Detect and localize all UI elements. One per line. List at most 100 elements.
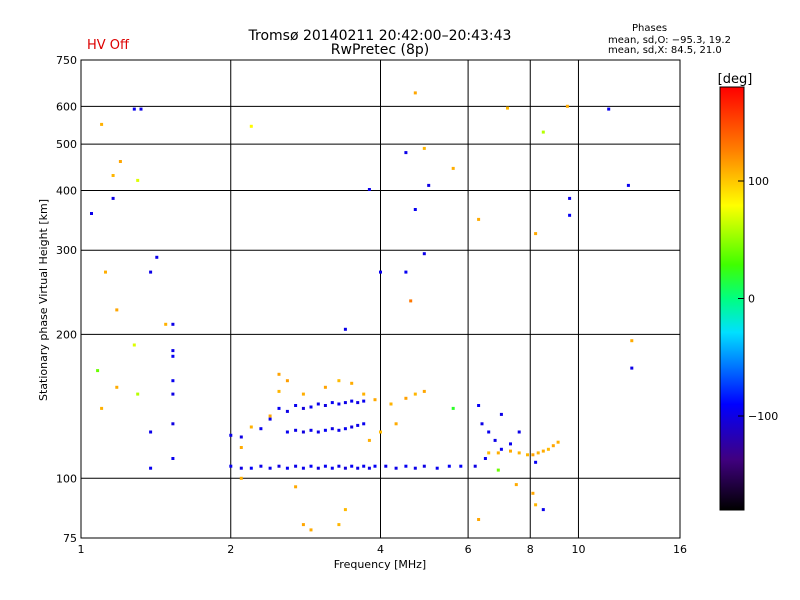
data-point (422, 464, 426, 468)
data-point (409, 299, 413, 303)
data-point (384, 464, 388, 468)
data-point (379, 430, 382, 434)
data-point (536, 451, 540, 455)
data-point (90, 212, 93, 215)
data-point (413, 91, 417, 95)
data-point (309, 428, 313, 432)
data-point (404, 151, 408, 155)
data-point (367, 466, 371, 470)
data-point (389, 402, 393, 406)
data-point (100, 122, 104, 126)
data-point (330, 466, 334, 470)
data-point (362, 464, 366, 468)
x-tick-label: 4 (377, 543, 384, 556)
data-point (473, 464, 477, 468)
data-point (506, 106, 509, 110)
data-point (499, 447, 503, 451)
colorbar: [deg] 100 0 −100 (718, 72, 778, 511)
data-point (301, 392, 305, 396)
data-point (149, 466, 153, 470)
data-point (277, 372, 281, 376)
data-point (171, 392, 175, 396)
data-point (404, 396, 408, 400)
data-point (111, 196, 115, 200)
data-point (534, 460, 538, 464)
data-point (115, 308, 119, 312)
data-point (477, 404, 481, 407)
x-tick-label: 2 (227, 543, 234, 556)
data-point (337, 428, 341, 432)
data-point (343, 508, 347, 512)
data-point (96, 369, 100, 373)
data-point (551, 444, 555, 448)
data-point (373, 464, 377, 468)
data-point (435, 466, 439, 470)
data-point (330, 427, 334, 431)
data-point (483, 457, 487, 460)
x-tick-label: 6 (465, 543, 472, 556)
data-point (249, 466, 253, 470)
colorbar-tick-label: 0 (748, 293, 755, 306)
data-point (239, 476, 243, 480)
data-point (229, 464, 233, 468)
data-point (100, 406, 104, 410)
data-point (309, 464, 313, 468)
data-point (323, 428, 327, 432)
x-axis-ticks: 1 2 4 6 8 10 16 (78, 543, 688, 556)
data-point (277, 464, 281, 468)
data-point (294, 464, 298, 468)
data-point (171, 354, 175, 358)
data-point (323, 464, 327, 468)
y-tick-label: 600 (56, 100, 77, 113)
data-point (451, 406, 455, 410)
data-point (249, 425, 253, 429)
data-point (367, 438, 371, 442)
y-tick-label: 75 (63, 532, 77, 545)
data-point (343, 327, 347, 331)
x-tick-label: 8 (527, 543, 534, 556)
data-point (546, 447, 550, 451)
data-point (111, 174, 115, 177)
data-point (607, 107, 611, 111)
data-point (337, 523, 341, 527)
hv-status-label: HV Off (87, 38, 130, 53)
stats-title: Phases (632, 23, 667, 34)
data-point (343, 401, 347, 405)
data-point (136, 392, 140, 396)
data-point (330, 401, 334, 405)
data-point (356, 401, 360, 405)
data-point (259, 464, 263, 468)
data-point (171, 422, 175, 426)
data-point (379, 270, 382, 274)
data-point (323, 404, 327, 407)
colorbar-ticks: 100 0 −100 (738, 175, 778, 423)
y-tick-label: 400 (56, 184, 77, 197)
data-point (362, 422, 366, 426)
data-point (534, 232, 538, 236)
y-axis-ticks: 75 100 200 300 400 500 600 750 (56, 54, 77, 545)
x-tick-label: 16 (673, 543, 687, 556)
data-point (509, 442, 512, 446)
data-point (373, 398, 377, 402)
data-point (294, 485, 298, 489)
data-point (541, 130, 545, 134)
data-point (118, 160, 122, 163)
data-point (277, 406, 281, 410)
data-point (323, 385, 327, 389)
data-point (394, 466, 398, 470)
stats-o-mode: mean, sd,O: −95.3, 19.2 (608, 35, 731, 46)
data-point (301, 466, 305, 470)
data-point (343, 466, 347, 470)
colorbar-tick-label: −100 (748, 410, 778, 423)
data-point (487, 451, 491, 455)
data-point (413, 466, 417, 470)
data-point (277, 389, 281, 393)
data-point (337, 464, 341, 468)
data-point (115, 385, 119, 389)
y-tick-label: 750 (56, 54, 77, 67)
data-point (487, 430, 491, 434)
data-point (350, 381, 354, 385)
data-point (149, 430, 153, 434)
data-point (132, 107, 136, 111)
data-point (404, 464, 408, 468)
